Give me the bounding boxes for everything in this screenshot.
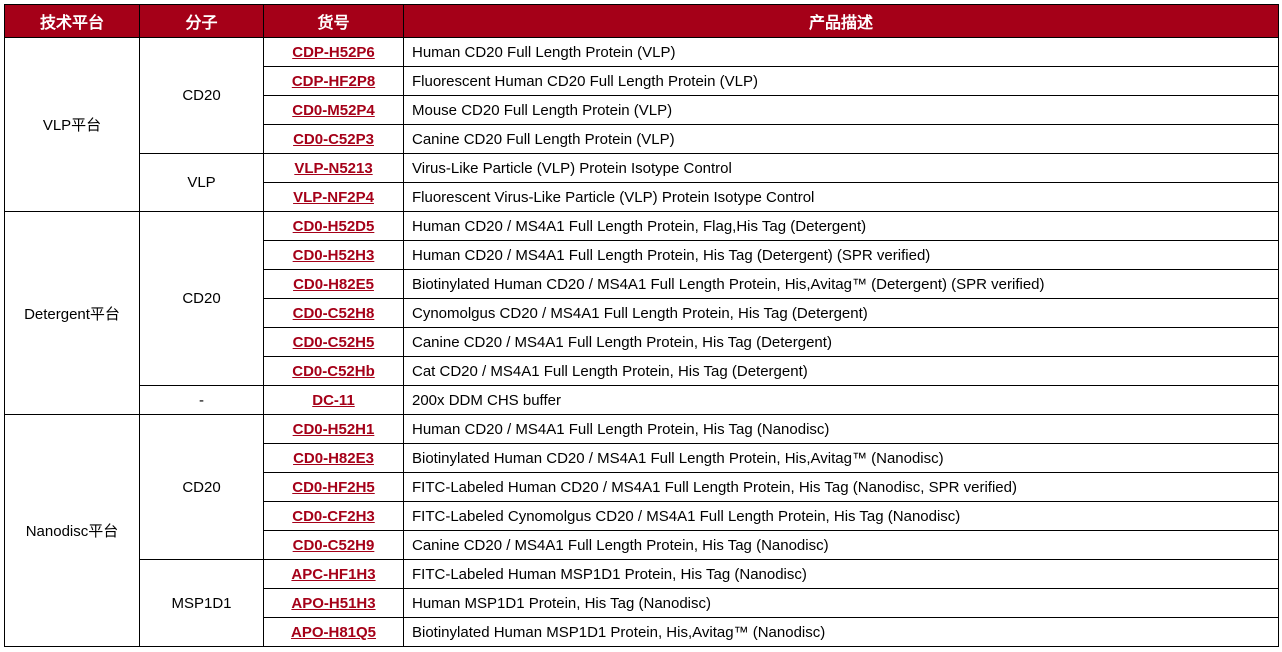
product-code-link[interactable]: CD0-H52H3 — [264, 241, 404, 270]
molecule-cell: MSP1D1 — [140, 560, 264, 647]
product-desc: Canine CD20 / MS4A1 Full Length Protein,… — [404, 531, 1279, 560]
platform-cell: VLP平台 — [5, 38, 140, 212]
product-desc: Virus-Like Particle (VLP) Protein Isotyp… — [404, 154, 1279, 183]
table-row: -DC-11200x DDM CHS buffer — [5, 386, 1279, 415]
header-desc: 产品描述 — [404, 5, 1279, 38]
product-code-link[interactable]: DC-11 — [264, 386, 404, 415]
product-code-link[interactable]: CD0-H82E3 — [264, 444, 404, 473]
molecule-cell: CD20 — [140, 415, 264, 560]
product-code-link[interactable]: CDP-HF2P8 — [264, 67, 404, 96]
product-desc: Biotinylated Human MSP1D1 Protein, His,A… — [404, 618, 1279, 647]
product-code-link[interactable]: APC-HF1H3 — [264, 560, 404, 589]
product-code-link[interactable]: VLP-NF2P4 — [264, 183, 404, 212]
product-code-link[interactable]: APO-H81Q5 — [264, 618, 404, 647]
product-desc: Human CD20 / MS4A1 Full Length Protein, … — [404, 241, 1279, 270]
molecule-cell: - — [140, 386, 264, 415]
product-desc: Biotinylated Human CD20 / MS4A1 Full Len… — [404, 270, 1279, 299]
product-desc: Canine CD20 / MS4A1 Full Length Protein,… — [404, 328, 1279, 357]
molecule-cell: VLP — [140, 154, 264, 212]
product-desc: Fluorescent Human CD20 Full Length Prote… — [404, 67, 1279, 96]
product-desc: FITC-Labeled Human MSP1D1 Protein, His T… — [404, 560, 1279, 589]
product-desc: Human MSP1D1 Protein, His Tag (Nanodisc) — [404, 589, 1279, 618]
product-desc: Human CD20 Full Length Protein (VLP) — [404, 38, 1279, 67]
product-code-link[interactable]: CD0-M52P4 — [264, 96, 404, 125]
table-row: VLPVLP-N5213Virus-Like Particle (VLP) Pr… — [5, 154, 1279, 183]
product-code-link[interactable]: CD0-H82E5 — [264, 270, 404, 299]
platform-cell: Nanodisc平台 — [5, 415, 140, 647]
header-platform: 技术平台 — [5, 5, 140, 38]
table-row: MSP1D1APC-HF1H3FITC-Labeled Human MSP1D1… — [5, 560, 1279, 589]
table-row: Detergent平台CD20CD0-H52D5Human CD20 / MS4… — [5, 212, 1279, 241]
product-desc: FITC-Labeled Human CD20 / MS4A1 Full Len… — [404, 473, 1279, 502]
product-desc: Mouse CD20 Full Length Protein (VLP) — [404, 96, 1279, 125]
product-code-link[interactable]: CD0-HF2H5 — [264, 473, 404, 502]
product-desc: Cynomolgus CD20 / MS4A1 Full Length Prot… — [404, 299, 1279, 328]
product-desc: Human CD20 / MS4A1 Full Length Protein, … — [404, 415, 1279, 444]
header-molecule: 分子 — [140, 5, 264, 38]
table-body: VLP平台CD20CDP-H52P6Human CD20 Full Length… — [5, 38, 1279, 647]
product-desc: Fluorescent Virus-Like Particle (VLP) Pr… — [404, 183, 1279, 212]
product-desc: Canine CD20 Full Length Protein (VLP) — [404, 125, 1279, 154]
product-code-link[interactable]: CD0-CF2H3 — [264, 502, 404, 531]
product-desc: Cat CD20 / MS4A1 Full Length Protein, Hi… — [404, 357, 1279, 386]
table-row: VLP平台CD20CDP-H52P6Human CD20 Full Length… — [5, 38, 1279, 67]
header-code: 货号 — [264, 5, 404, 38]
molecule-cell: CD20 — [140, 212, 264, 386]
product-desc: FITC-Labeled Cynomolgus CD20 / MS4A1 Ful… — [404, 502, 1279, 531]
product-desc: 200x DDM CHS buffer — [404, 386, 1279, 415]
product-code-link[interactable]: CDP-H52P6 — [264, 38, 404, 67]
product-code-link[interactable]: CD0-C52H8 — [264, 299, 404, 328]
platform-cell: Detergent平台 — [5, 212, 140, 415]
product-code-link[interactable]: CD0-C52Hb — [264, 357, 404, 386]
product-code-link[interactable]: APO-H51H3 — [264, 589, 404, 618]
molecule-cell: CD20 — [140, 38, 264, 154]
product-code-link[interactable]: CD0-C52P3 — [264, 125, 404, 154]
product-desc: Biotinylated Human CD20 / MS4A1 Full Len… — [404, 444, 1279, 473]
product-code-link[interactable]: CD0-H52D5 — [264, 212, 404, 241]
product-table: 技术平台 分子 货号 产品描述 VLP平台CD20CDP-H52P6Human … — [4, 4, 1279, 647]
product-code-link[interactable]: VLP-N5213 — [264, 154, 404, 183]
table-header: 技术平台 分子 货号 产品描述 — [5, 5, 1279, 38]
product-code-link[interactable]: CD0-C52H5 — [264, 328, 404, 357]
product-desc: Human CD20 / MS4A1 Full Length Protein, … — [404, 212, 1279, 241]
table-row: Nanodisc平台CD20CD0-H52H1Human CD20 / MS4A… — [5, 415, 1279, 444]
product-code-link[interactable]: CD0-H52H1 — [264, 415, 404, 444]
product-code-link[interactable]: CD0-C52H9 — [264, 531, 404, 560]
